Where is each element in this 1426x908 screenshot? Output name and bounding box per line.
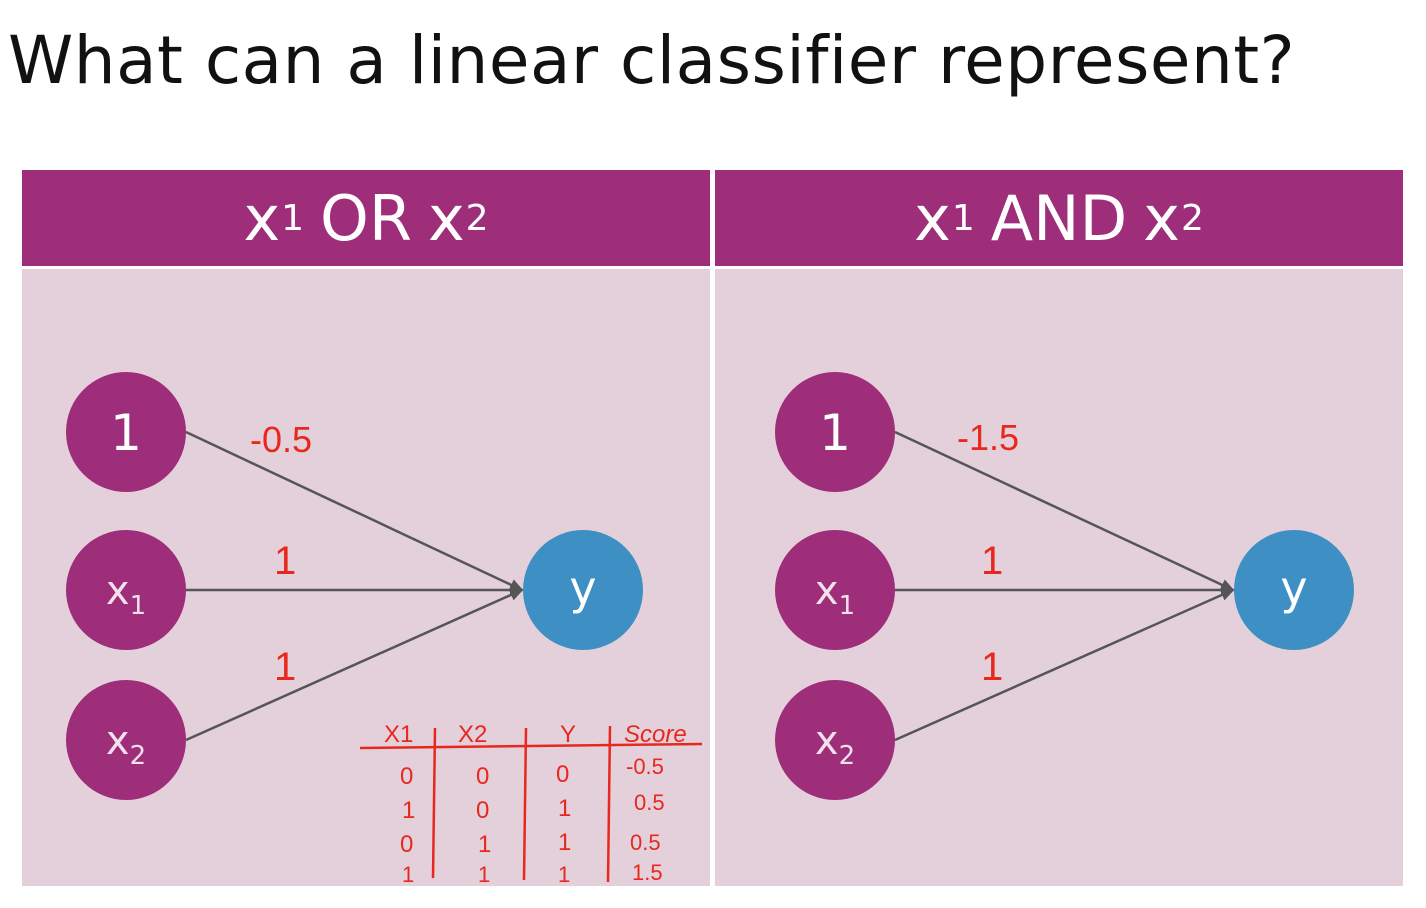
truth-table-cell: 1	[558, 862, 570, 886]
weight-x1-annotation: 1	[981, 539, 1003, 583]
y-node	[523, 530, 643, 650]
x2-node-sub: 2	[130, 741, 147, 771]
truth-table-cell: 0	[400, 831, 413, 858]
header-var-x2: x	[427, 181, 465, 255]
x1-node	[66, 530, 186, 650]
truth-table-cell: 1.5	[632, 860, 663, 885]
header-var-x1: x	[914, 181, 951, 255]
truth-table-cell: 0	[476, 763, 489, 790]
weight-bias-annotation: -1.5	[957, 417, 1019, 458]
header-sub-2: 2	[1180, 197, 1204, 239]
x1-node	[775, 530, 895, 650]
truth-table-cell: 0.5	[634, 790, 665, 815]
truth-table-divider-3	[606, 725, 612, 883]
truth-table-cell: 0.5	[630, 830, 661, 855]
x2-node-sub: 2	[839, 741, 856, 771]
x2-node	[66, 680, 186, 800]
truth-table-cell: 1	[478, 831, 491, 858]
weight-x2-annotation: 1	[981, 645, 1003, 689]
x1-node-sub: 1	[130, 591, 147, 621]
truth-table-cell: -0.5	[626, 754, 664, 779]
header-sub-1: 1	[281, 197, 305, 239]
x2-node-var: x	[815, 718, 839, 764]
truth-table-divider-1	[431, 727, 437, 879]
x1-node-var: x	[815, 568, 839, 614]
truth-table-cell: 0	[476, 797, 489, 824]
truth-table-cell: 1	[558, 795, 571, 822]
and-network-diagram: 1 x1 x2 y -1.5 1 1	[775, 372, 1354, 800]
truth-table-cell: 1	[478, 862, 490, 886]
slide-title: What can a linear classifier represent?	[8, 22, 1296, 99]
x2-node-label: x2	[815, 718, 855, 771]
header-operator: AND	[990, 181, 1128, 255]
header-sub-1: 1	[951, 197, 975, 239]
y-node-label: y	[569, 561, 596, 615]
truth-table-cell: 0	[556, 761, 569, 788]
y-node-label: y	[1280, 561, 1307, 615]
bias-node-label: 1	[819, 404, 851, 462]
x2-node-var: x	[106, 718, 130, 764]
x2-node-label: x2	[106, 718, 146, 771]
header-var-x1: x	[243, 181, 281, 255]
bias-node	[66, 372, 186, 492]
weight-x1-annotation: 1	[274, 539, 296, 583]
header-operator: OR	[320, 181, 412, 255]
truth-table-cell: 1	[402, 797, 415, 824]
truth-table-header-x1: X1	[384, 721, 413, 748]
weight-bias-annotation: -0.5	[250, 419, 312, 460]
truth-table-header-rule	[359, 742, 703, 750]
weight-x2-annotation: 1	[274, 645, 296, 689]
truth-table-cell: 1	[558, 829, 571, 856]
bias-node	[775, 372, 895, 492]
truth-table-divider-2	[522, 727, 528, 881]
x1-node-label: x1	[815, 568, 855, 621]
edge-bias-to-y	[185, 430, 524, 592]
truth-table-header-y: Y	[560, 721, 576, 748]
x2-node	[775, 680, 895, 800]
edge-x2-to-y	[185, 588, 524, 742]
bias-node-label: 1	[110, 404, 142, 462]
or-network-diagram: 1 x1 x2 y -0.5 1 1 X1 X2 Y Score 0 0 0 -…	[66, 372, 703, 886]
x1-node-var: x	[106, 568, 130, 614]
x1-node-label: x1	[106, 568, 146, 621]
header-sub-2: 2	[465, 197, 489, 239]
truth-table-header-x2: X2	[458, 721, 487, 748]
truth-table: X1 X2 Y Score 0 0 0 -0.5 1 0 1 0.5 0 1 1…	[359, 721, 703, 886]
edge-bias-to-y	[894, 430, 1235, 592]
truth-table-cell: 0	[400, 763, 413, 790]
truth-table-header-score: Score	[624, 721, 687, 748]
truth-table-cell: 1	[402, 862, 414, 886]
header-var-x2: x	[1143, 181, 1180, 255]
x1-node-sub: 1	[839, 591, 856, 621]
edge-x2-to-y	[894, 588, 1235, 742]
y-node	[1234, 530, 1354, 650]
